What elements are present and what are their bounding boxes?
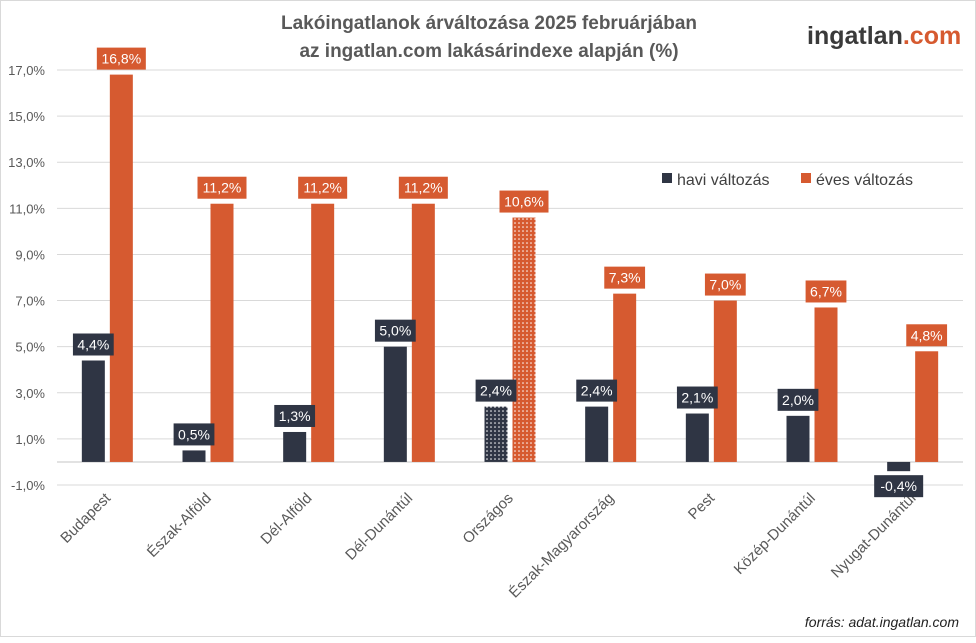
data-label-box: [197, 176, 247, 199]
data-label-box: [374, 319, 416, 342]
bar-eves: [613, 293, 637, 462]
data-label: 0,5%: [178, 426, 210, 442]
data-label: 2,4%: [581, 383, 613, 399]
data-label: 2,4%: [480, 383, 512, 399]
bar-eves: [512, 217, 536, 462]
bar-havi: [182, 450, 206, 462]
data-label: 4,4%: [77, 337, 109, 353]
legend-label-havi: havi változás: [677, 172, 770, 189]
x-tick-label: Dél-Dunántúl: [342, 490, 416, 564]
data-label-box: [805, 280, 847, 303]
data-label: 4,8%: [911, 327, 943, 343]
legend: havi változás éves változás: [662, 172, 913, 189]
ingatlan-logo: ingatlan.com: [807, 22, 961, 50]
data-label: 16,8%: [101, 51, 141, 67]
data-label-box: [499, 190, 549, 213]
y-tick-label: -1,0%: [11, 478, 45, 493]
y-tick-label: 5,0%: [15, 340, 45, 355]
y-tick-label: 9,0%: [15, 247, 45, 262]
y-tick-label: 17,0%: [8, 63, 45, 78]
chart-title-line-1: Lakóingatlanok árváltozása 2025 februárj…: [281, 13, 697, 34]
bar-havi: [484, 406, 508, 462]
bar-havi: [81, 360, 105, 462]
data-label-box: [874, 475, 924, 498]
y-tick-label: 3,0%: [15, 386, 45, 401]
legend-label-eves: éves változás: [816, 172, 913, 189]
legend-swatch-havi: [662, 173, 672, 183]
data-label: 2,0%: [782, 392, 814, 408]
bar-havi: [685, 413, 709, 462]
data-label-box: [475, 379, 517, 402]
data-label: 2,1%: [681, 390, 713, 406]
data-label-box: [604, 266, 646, 289]
data-label-box: [173, 423, 215, 446]
bar-eves: [109, 74, 133, 462]
y-tick-label: 7,0%: [15, 294, 45, 309]
bar-eves: [713, 300, 737, 462]
x-tick-label: Észak-Magyarország: [506, 490, 618, 602]
source-note: forrás: adat.ingatlan.com: [805, 614, 959, 630]
x-tick-label: Országos: [459, 490, 516, 547]
bar-havi: [887, 461, 911, 472]
data-label-box: [298, 176, 348, 199]
y-tick-label: 13,0%: [8, 155, 45, 170]
data-label-box: [398, 176, 448, 199]
y-tick-label: 11,0%: [9, 201, 45, 216]
y-tick-label: 15,0%: [8, 109, 45, 124]
legend-swatch-eves: [801, 173, 811, 183]
bar-eves: [411, 203, 435, 462]
data-label: 6,7%: [810, 283, 842, 299]
bar-havi: [283, 431, 307, 462]
x-tick-label: Közép-Dunántúl: [731, 490, 819, 578]
x-tick-label: Nyugat-Dunántúl: [828, 490, 920, 582]
data-label: 1,3%: [279, 408, 311, 424]
data-label: 5,0%: [379, 323, 411, 339]
x-tick-label: Észak-Alföld: [144, 490, 215, 561]
bar-eves: [210, 203, 234, 462]
data-label-box: [274, 404, 316, 427]
data-label: 11,2%: [404, 180, 443, 196]
data-label-box: [96, 47, 146, 70]
data-label-box: [576, 379, 618, 402]
data-label-box: [676, 386, 718, 409]
data-label: 10,6%: [504, 194, 544, 210]
x-tick-label: Budapest: [57, 489, 114, 546]
bar-eves: [814, 307, 838, 462]
data-label-box: [777, 388, 819, 411]
logo-part-2: .com: [903, 22, 961, 50]
bar-havi: [786, 415, 810, 462]
bar-eves: [915, 351, 939, 462]
bar-eves: [311, 203, 335, 462]
data-label: 7,0%: [709, 277, 741, 293]
data-label-box: [906, 324, 948, 347]
data-label: 11,2%: [203, 180, 242, 196]
data-label: 11,2%: [303, 180, 342, 196]
logo-part-1: ingatlan: [807, 22, 903, 50]
chart-title-line-2: az ingatlan.com lakásárindexe alapján (%…: [299, 41, 678, 62]
y-tick-label: 1,0%: [15, 432, 45, 447]
bar-havi: [383, 346, 407, 462]
data-label-box: [72, 333, 114, 356]
x-tick-label: Dél-Alföld: [257, 490, 315, 548]
bar-havi: [585, 406, 609, 462]
x-tick-label: Pest: [685, 489, 719, 523]
data-label: -0,4%: [880, 478, 917, 494]
data-label-box: [704, 273, 746, 296]
data-label: 7,3%: [609, 270, 641, 286]
